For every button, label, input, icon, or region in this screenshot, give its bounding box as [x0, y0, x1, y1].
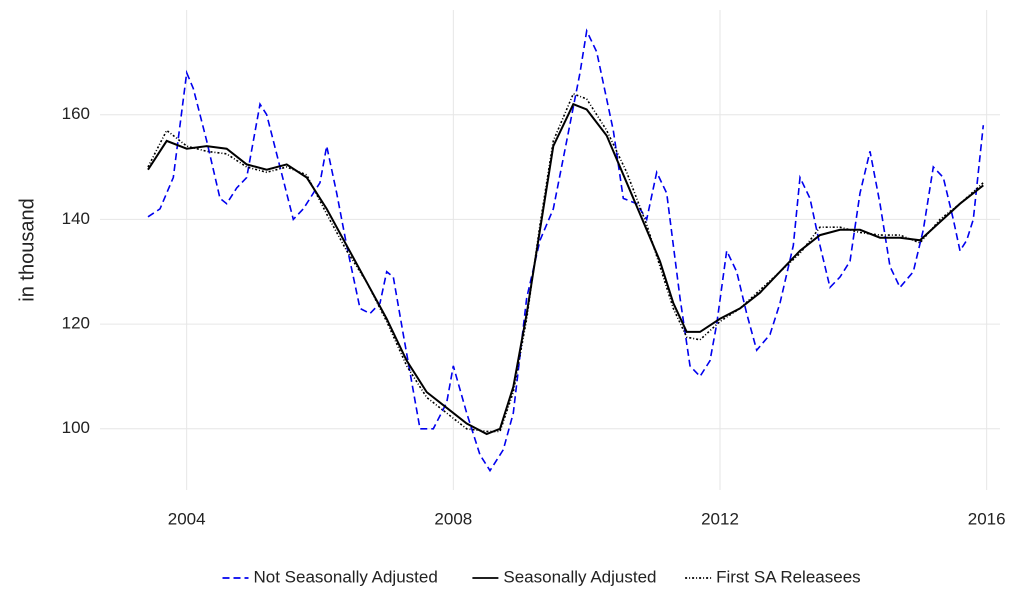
- y-tick-label: 140: [62, 209, 90, 228]
- x-tick-label: 2012: [701, 509, 739, 528]
- line: [147, 28, 985, 473]
- x-tick-label: 2016: [968, 509, 1006, 528]
- x-tick-label: 2008: [434, 509, 472, 528]
- y-tick-label: 160: [62, 104, 90, 123]
- x-tick-label: 2004: [168, 509, 206, 528]
- legend-label: Seasonally Adjusted: [503, 567, 656, 586]
- line: [147, 92, 984, 433]
- y-tick-label: 100: [62, 418, 90, 437]
- y-axis-label: in thousand: [16, 198, 38, 301]
- line: [147, 102, 984, 436]
- legend-label: Not Seasonally Adjusted: [254, 567, 438, 586]
- y-tick-label: 120: [62, 314, 90, 333]
- legend-label: First SA Releasees: [716, 567, 861, 586]
